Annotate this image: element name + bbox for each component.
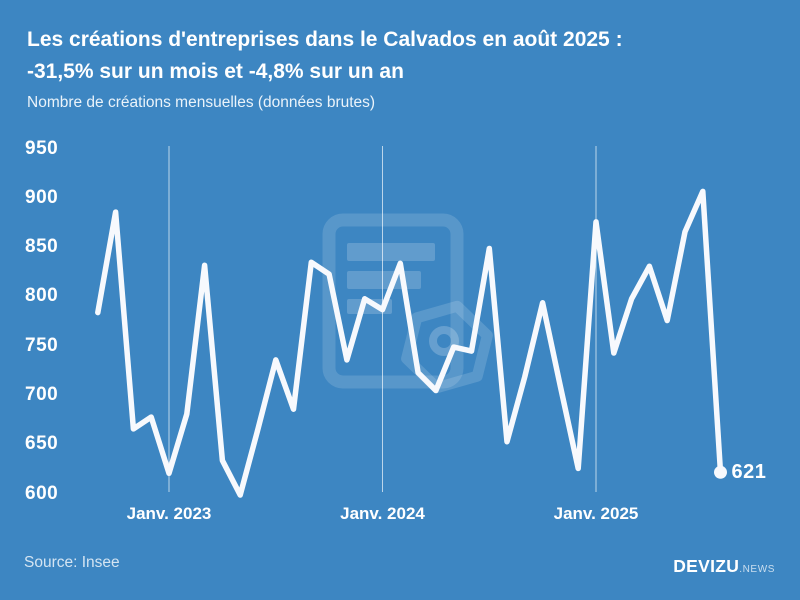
y-tick-label: 900 xyxy=(25,186,59,208)
data-series-line xyxy=(95,188,724,498)
y-tick-label: 800 xyxy=(25,285,59,307)
chart-title-line2: -31,5% sur un mois et -4,8% sur un an xyxy=(27,60,404,83)
y-tick-label: 750 xyxy=(25,334,59,356)
x-tick-label: Janv. 2024 xyxy=(340,504,425,523)
chart-header: Les créations d'entreprises dans le Calv… xyxy=(27,24,782,112)
devizu-logo: DEVIZU .NEWS xyxy=(673,556,775,577)
end-value-label: 621 xyxy=(731,461,767,484)
y-tick-label: 850 xyxy=(25,236,59,258)
devizu-logo-main: DEVIZU xyxy=(673,556,740,576)
y-tick-label: 650 xyxy=(25,433,59,455)
chart-subtitle: Nombre de créations mensuelles (données … xyxy=(27,94,376,111)
x-tick-label: Janv. 2023 xyxy=(126,504,212,523)
chart-title: Les créations d'entreprises dans le Calv… xyxy=(27,24,782,88)
devizu-watermark-icon xyxy=(322,213,493,394)
y-tick-label: 700 xyxy=(25,383,59,405)
chart-title-line1: Les créations d'entreprises dans le Calv… xyxy=(27,28,623,51)
source-label: Source: Insee xyxy=(24,554,120,571)
devizu-logo-suffix: .NEWS xyxy=(739,564,775,575)
end-point-marker xyxy=(714,465,727,479)
x-tick-label: Janv. 2025 xyxy=(553,504,639,523)
y-tick-label: 950 xyxy=(25,137,59,159)
y-tick-label: 600 xyxy=(25,482,59,504)
x-gridlines-group xyxy=(168,146,597,492)
